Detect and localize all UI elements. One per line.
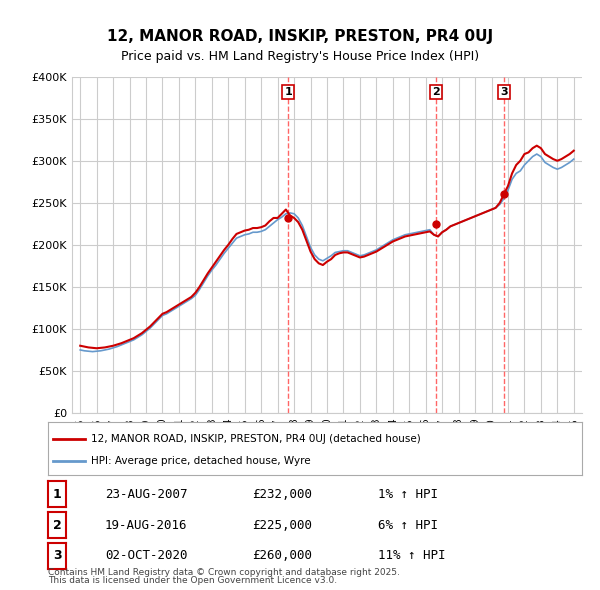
Text: 12, MANOR ROAD, INSKIP, PRESTON, PR4 0UJ: 12, MANOR ROAD, INSKIP, PRESTON, PR4 0UJ — [107, 30, 493, 44]
Text: Contains HM Land Registry data © Crown copyright and database right 2025.: Contains HM Land Registry data © Crown c… — [48, 568, 400, 577]
Text: HPI: Average price, detached house, Wyre: HPI: Average price, detached house, Wyre — [91, 455, 310, 466]
Text: £232,000: £232,000 — [252, 488, 312, 501]
Text: 2: 2 — [53, 519, 61, 532]
Text: 1: 1 — [53, 488, 61, 501]
Text: Price paid vs. HM Land Registry's House Price Index (HPI): Price paid vs. HM Land Registry's House … — [121, 50, 479, 63]
Text: This data is licensed under the Open Government Licence v3.0.: This data is licensed under the Open Gov… — [48, 576, 337, 585]
Text: 02-OCT-2020: 02-OCT-2020 — [105, 549, 187, 562]
Text: 6% ↑ HPI: 6% ↑ HPI — [378, 519, 438, 532]
Text: 11% ↑ HPI: 11% ↑ HPI — [378, 549, 445, 562]
Text: £225,000: £225,000 — [252, 519, 312, 532]
Text: 2: 2 — [432, 87, 440, 97]
Text: 1% ↑ HPI: 1% ↑ HPI — [378, 488, 438, 501]
Text: 23-AUG-2007: 23-AUG-2007 — [105, 488, 187, 501]
Text: 19-AUG-2016: 19-AUG-2016 — [105, 519, 187, 532]
Text: 1: 1 — [284, 87, 292, 97]
Text: £260,000: £260,000 — [252, 549, 312, 562]
Text: 12, MANOR ROAD, INSKIP, PRESTON, PR4 0UJ (detached house): 12, MANOR ROAD, INSKIP, PRESTON, PR4 0UJ… — [91, 434, 421, 444]
Text: 3: 3 — [53, 549, 61, 562]
Text: 3: 3 — [500, 87, 508, 97]
